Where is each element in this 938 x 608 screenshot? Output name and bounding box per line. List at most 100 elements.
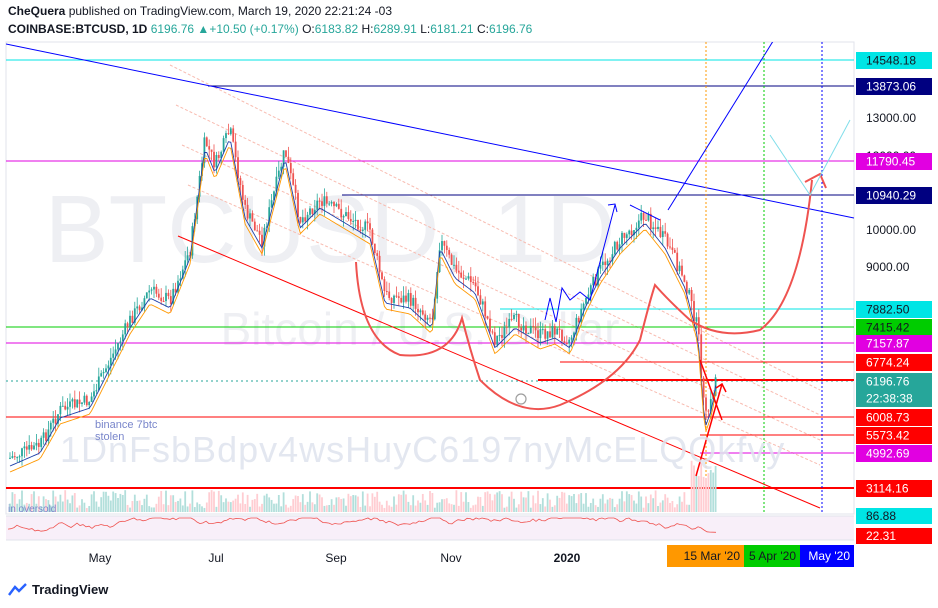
candle-body: [287, 156, 290, 163]
date-marker-badge: [800, 545, 854, 567]
candle-body: [388, 291, 391, 299]
volume-bar: [683, 492, 686, 512]
candle-body: [414, 297, 417, 309]
candle-body: [131, 315, 134, 323]
candle-body: [311, 208, 314, 214]
volume-bar: [258, 506, 261, 512]
volume-bar: [681, 501, 683, 512]
candle-body: [59, 405, 62, 415]
volume-bar: [395, 504, 398, 512]
candle-body: [709, 399, 712, 412]
volume-bar: [174, 501, 177, 512]
price-level-text: 11790.45: [866, 155, 915, 169]
rsi-pane: [6, 516, 854, 540]
volume-bar: [527, 491, 530, 512]
volume-bar: [306, 501, 309, 512]
candle-body: [155, 286, 158, 294]
volume-bar: [277, 494, 280, 512]
candle-body: [649, 213, 652, 230]
candle-body: [417, 308, 419, 313]
candle-body: [541, 329, 544, 331]
candle-body: [505, 326, 508, 328]
candle-body: [119, 341, 122, 344]
candle-body: [333, 202, 335, 207]
candle-body: [489, 318, 491, 332]
candle-body: [549, 331, 551, 338]
volume-bar: [625, 491, 628, 512]
price-level-text: 4992.69: [866, 447, 910, 461]
volume-bar: [712, 472, 715, 512]
candle-body: [599, 265, 602, 269]
volume-bar: [690, 460, 693, 512]
volume-bar: [33, 491, 35, 512]
candle-body: [109, 357, 112, 366]
volume-bar: [201, 506, 203, 512]
volume-bar: [215, 506, 218, 512]
volume-bar: [534, 503, 537, 512]
price-level-badge: [856, 78, 932, 95]
high-value: 6289.91: [373, 22, 417, 36]
candle-body: [126, 323, 129, 328]
candle-body: [510, 318, 513, 320]
candle-body: [465, 278, 467, 280]
volume-bar: [107, 495, 110, 512]
candle-body: [601, 261, 604, 266]
candle-body: [11, 456, 14, 458]
price-level-label: 7415.42: [856, 319, 932, 336]
volume-bar: [136, 500, 139, 512]
candle-body: [385, 290, 388, 292]
candle-body: [474, 282, 477, 287]
price-level-label: 13873.06: [856, 78, 932, 95]
volume-bar: [181, 505, 184, 512]
volume-bar: [618, 498, 621, 512]
price-level-badge: [856, 354, 932, 371]
time-scale[interactable]: May Jul Sep Nov 2020 15 Mar '20 5 Apr '20 May '…: [89, 545, 854, 567]
volume-bar: [102, 491, 105, 512]
volume-bar: [570, 496, 573, 512]
volume-bar: [270, 499, 273, 512]
annotation-binance: binance 7btc: [95, 419, 158, 431]
volume-bar: [275, 503, 278, 512]
symbol-label[interactable]: COINBASE:BTCUSD, 1D: [8, 22, 148, 36]
volume-bar: [472, 505, 475, 512]
candle-body: [637, 220, 640, 228]
candle-body: [93, 391, 95, 397]
candle-body: [393, 295, 395, 303]
candle-body: [635, 227, 638, 231]
candle-body: [477, 286, 479, 296]
candle-body: [280, 166, 283, 171]
candle-body: [371, 229, 374, 244]
price-level-badge: [856, 409, 932, 426]
candle-body: [318, 200, 321, 202]
volume-bar: [138, 500, 141, 512]
volume-bar: [525, 497, 527, 512]
volume-bar: [165, 490, 167, 512]
candle-body: [232, 128, 235, 142]
candle-body: [42, 432, 45, 438]
candle-body: [693, 301, 695, 322]
volume-bar: [141, 505, 143, 512]
volume-bar: [424, 500, 427, 512]
volume-bar: [318, 494, 321, 512]
candle-body: [246, 204, 249, 219]
candle-body: [186, 255, 189, 261]
volume-bar: [169, 495, 172, 512]
candle-body: [690, 289, 693, 302]
price-scale[interactable]: 13000.0012000.0010000.009000.0014548.181…: [856, 52, 932, 544]
volume-bar: [42, 496, 45, 512]
volume-bar: [263, 495, 266, 512]
candle-body: [688, 289, 691, 294]
candle-body: [256, 230, 259, 232]
volume-bar: [189, 503, 191, 512]
candle-body: [239, 178, 242, 185]
volume-bar: [81, 499, 83, 512]
price-level-badge: [856, 390, 932, 407]
tradingview-logo[interactable]: TradingView: [8, 582, 108, 597]
volume-bar: [261, 503, 263, 512]
volume-bar: [126, 504, 129, 512]
volume-bar: [462, 501, 465, 512]
volume-bar: [280, 506, 283, 512]
annotation-oversold: in oversold: [8, 504, 56, 515]
candle-body: [381, 272, 383, 280]
